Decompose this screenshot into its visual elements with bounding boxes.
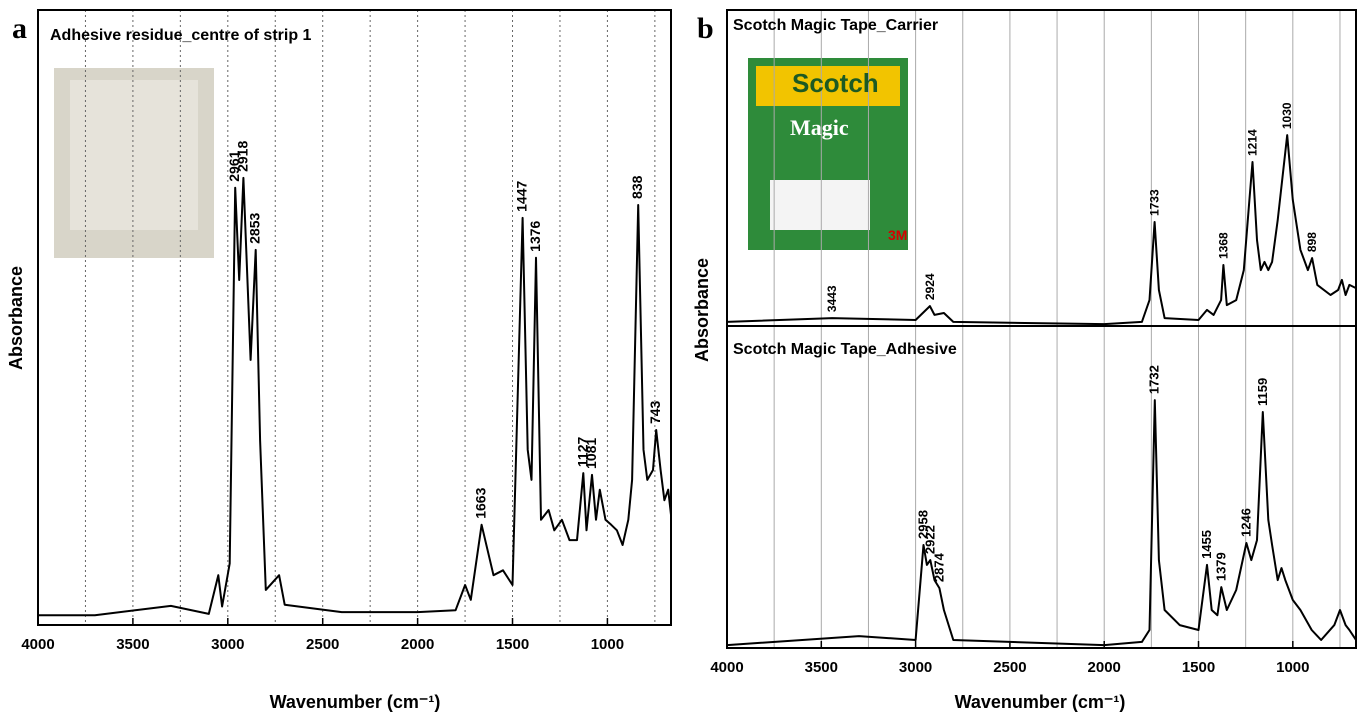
x-axis-label: Wavenumber (cm⁻¹) xyxy=(270,692,441,712)
peak-label: 2922 xyxy=(922,525,937,554)
peak-label: 2918 xyxy=(234,141,250,172)
x-tick-label: 2000 xyxy=(1088,659,1121,676)
peak-label: 1732 xyxy=(1147,365,1162,394)
peak-label: 2853 xyxy=(247,212,263,243)
peak-label: 1376 xyxy=(527,220,543,251)
plot-frame xyxy=(37,9,672,626)
x-tick-label: 4000 xyxy=(21,636,54,653)
x-tick-label: 3000 xyxy=(899,659,932,676)
peak-label: 1447 xyxy=(514,181,530,212)
peak-label: 1663 xyxy=(473,487,489,518)
panel-letter: a xyxy=(12,12,27,45)
peak-label: 1127 xyxy=(574,437,590,468)
inset-box-card xyxy=(770,180,870,230)
peak-label: 743 xyxy=(647,400,663,424)
inset-text: Magic xyxy=(790,115,849,140)
peak-label: 2924 xyxy=(923,273,937,300)
peak-label: 1379 xyxy=(1213,552,1228,581)
peak-label: 898 xyxy=(1305,232,1319,252)
inset-text: Scotch xyxy=(792,68,879,98)
peak-label: 838 xyxy=(629,175,645,199)
peak-label: 1246 xyxy=(1238,508,1253,537)
x-axis-label: Wavenumber (cm⁻¹) xyxy=(955,692,1126,712)
panel-letter: b xyxy=(697,12,714,45)
spectrum-line xyxy=(726,399,1357,647)
x-tick-label: 1500 xyxy=(1182,659,1215,676)
inset-text: 3M xyxy=(888,227,907,243)
x-tick-label: 4000 xyxy=(710,659,743,676)
peak-label: 2961 xyxy=(226,150,242,181)
peak-label: 2958 xyxy=(916,510,931,539)
peak-label: 1159 xyxy=(1255,378,1270,406)
panel-title: Adhesive residue_centre of strip 1 xyxy=(50,27,312,44)
x-tick-label: 1000 xyxy=(591,636,624,653)
x-tick-label: 3000 xyxy=(211,636,244,653)
peak-label: 1081 xyxy=(583,438,599,469)
x-tick-label: 2000 xyxy=(401,636,434,653)
x-tick-label: 3500 xyxy=(805,659,838,676)
peak-label: 1030 xyxy=(1280,102,1294,129)
panel-title: Scotch Magic Tape_Adhesive xyxy=(733,341,957,358)
inset-photo-strip xyxy=(70,80,198,230)
x-tick-label: 1000 xyxy=(1276,659,1309,676)
peak-label: 1455 xyxy=(1199,530,1214,559)
x-tick-label: 1500 xyxy=(496,636,529,653)
inset-box-label xyxy=(756,66,900,106)
x-tick-label: 3500 xyxy=(116,636,149,653)
spectrum-line xyxy=(38,176,672,617)
peak-label: 3443 xyxy=(825,285,839,312)
x-tick-label: 2500 xyxy=(306,636,339,653)
y-axis-label: Absorbance xyxy=(6,266,26,370)
x-tick-label: 2500 xyxy=(993,659,1026,676)
peak-label: 1214 xyxy=(1245,129,1259,156)
peak-label: 1733 xyxy=(1148,189,1162,216)
peak-label: 2874 xyxy=(931,552,946,582)
y-axis-label: Absorbance xyxy=(692,258,712,362)
spectrum-line xyxy=(726,134,1357,326)
peak-label: 1368 xyxy=(1216,232,1230,259)
panel-title: Scotch Magic Tape_Carrier xyxy=(733,17,938,34)
plot-frame xyxy=(726,325,1357,649)
